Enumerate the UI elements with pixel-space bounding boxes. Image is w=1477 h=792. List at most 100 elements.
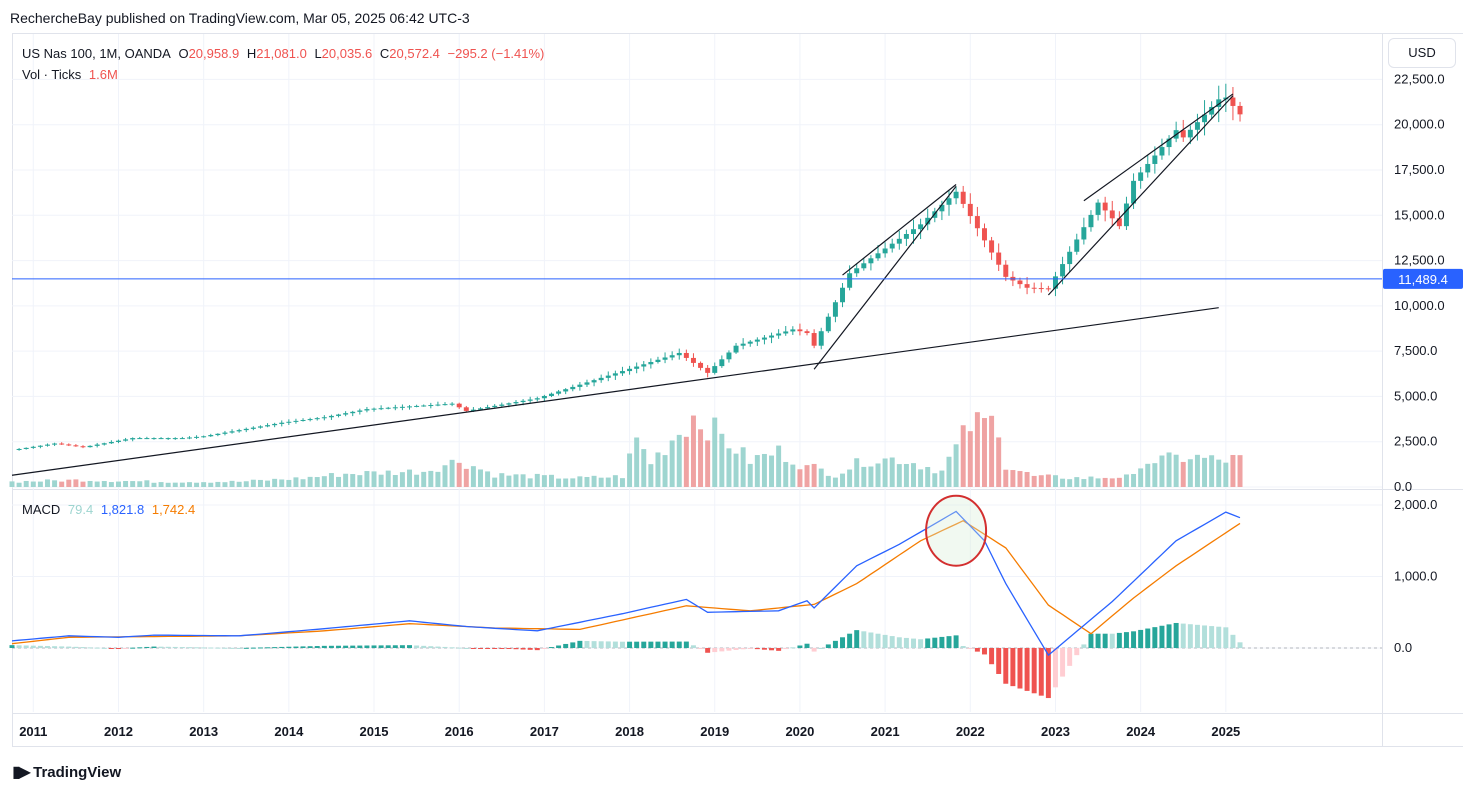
macd-histogram-bar <box>499 648 505 649</box>
macd-histogram-bar <box>1187 624 1193 648</box>
candle-body <box>605 375 611 378</box>
volume-bar <box>23 480 29 487</box>
volume-bar <box>534 473 540 487</box>
volume-bar <box>726 448 732 487</box>
macd-histogram-bar <box>719 648 725 652</box>
macd-histogram-bar <box>783 648 789 650</box>
macd-histogram-bar <box>953 635 959 648</box>
volume-bar <box>144 480 150 487</box>
candle-body <box>960 191 966 204</box>
tradingview-brand[interactable]: ▮▶ TradingView <box>12 762 121 782</box>
candle-body <box>115 440 121 442</box>
volume-bar <box>371 471 377 487</box>
macd-histogram-bar <box>641 641 647 648</box>
volume-bar <box>73 479 79 487</box>
macd-histogram-bar <box>314 646 320 648</box>
candle-body <box>974 216 980 229</box>
candle-body <box>1123 203 1129 227</box>
low-label: L <box>314 46 322 61</box>
currency-button[interactable]: USD <box>1388 38 1456 68</box>
symbol-label[interactable]: US Nas 100, 1M, OANDA <box>22 46 171 61</box>
candle-body <box>946 198 952 205</box>
macd-histogram-bar <box>1194 624 1200 648</box>
macd-histogram-bar <box>1216 626 1222 648</box>
volume-bars <box>9 412 1243 487</box>
rising-wedge-2023-upper <box>1083 93 1234 202</box>
macd-histogram-bar <box>52 646 58 648</box>
candle-body <box>875 253 881 259</box>
volume-bar <box>506 475 512 487</box>
macd-histogram-bar <box>534 648 540 651</box>
macd-label[interactable]: MACD <box>22 502 61 517</box>
long-term-support <box>11 307 1219 476</box>
volume-bar <box>776 445 782 487</box>
macd-histogram-bar <box>421 645 427 648</box>
macd-histogram-bar <box>435 646 441 648</box>
candle-body <box>421 405 427 407</box>
time-tick-label: 2014 <box>274 724 304 739</box>
volume-bar <box>265 480 271 487</box>
main-legend: US Nas 100, 1M, OANDA O20,958.9 H21,081.… <box>22 46 548 61</box>
price-tick-label: 5,000.0 <box>1394 388 1437 403</box>
volume-label[interactable]: Vol · Ticks <box>22 67 82 82</box>
macd-histogram-bar <box>1045 648 1051 699</box>
macd-histogram-bar <box>279 646 285 648</box>
macd-histogram-bar <box>974 648 980 652</box>
volume-bar <box>101 481 107 487</box>
candle-body <box>300 419 306 421</box>
volume-bar <box>286 479 292 487</box>
candle-body <box>818 331 824 346</box>
macd-histogram-bar <box>563 643 569 648</box>
open-label: O <box>178 46 189 61</box>
time-tick-label: 2013 <box>189 724 218 739</box>
candle-body <box>1088 214 1094 228</box>
candle-body <box>1081 227 1087 240</box>
pane-separator[interactable] <box>12 489 1463 490</box>
volume-bar <box>619 478 625 487</box>
macd-histogram-bar <box>1017 648 1023 689</box>
candle-body <box>343 413 349 415</box>
candle-body <box>761 337 767 340</box>
volume-bar <box>939 470 945 487</box>
macd-histogram-bar <box>293 646 299 648</box>
macd-histogram-bar <box>407 645 412 648</box>
candle-body <box>257 426 263 428</box>
volume-bar <box>769 455 775 487</box>
volume-bar <box>300 479 306 487</box>
candle-body <box>1159 147 1165 156</box>
candle-body <box>87 445 93 448</box>
candle-body <box>939 204 945 212</box>
candle-body <box>790 329 796 332</box>
volume-bar <box>364 471 370 487</box>
candle-body <box>1152 155 1158 164</box>
volume-bar <box>818 468 824 487</box>
candle-body <box>911 229 916 235</box>
chart-frame <box>12 33 1463 747</box>
candle-body <box>1045 288 1051 290</box>
macd-histogram-bar <box>506 648 512 649</box>
volume-bar <box>350 474 356 487</box>
candle-body <box>407 406 412 408</box>
macd-histogram-bar <box>1038 648 1044 696</box>
macd-histogram-bar <box>925 638 931 648</box>
volume-bar <box>208 482 214 487</box>
volume-bar <box>1045 474 1051 487</box>
volume-bar <box>421 471 427 487</box>
macd-histogram-bar <box>1109 633 1115 648</box>
volume-bar <box>1187 459 1193 487</box>
tradingview-logo-icon: ▮▶ <box>12 764 31 781</box>
macd-histogram-bar <box>1209 626 1215 648</box>
volume-bar <box>158 482 164 487</box>
candle-body <box>1102 202 1108 211</box>
volume-bar <box>236 481 242 487</box>
candle-body <box>336 414 342 416</box>
macd-histogram-bar <box>1152 627 1158 648</box>
macd-histogram-bar <box>1060 648 1066 677</box>
volume-bar <box>45 479 50 487</box>
volume-bar <box>967 431 973 487</box>
macd-histogram-bar <box>1081 644 1087 648</box>
high-label: H <box>246 46 257 61</box>
macd-histogram-bar <box>144 646 150 648</box>
volume-bar <box>655 452 661 487</box>
